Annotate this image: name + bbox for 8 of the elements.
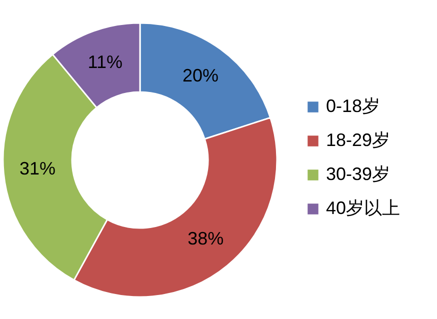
data-label: 20% [182,66,219,86]
legend-label: 0-18岁 [326,96,380,116]
data-label: 11% [88,52,122,72]
legend-label: 18-29岁 [326,130,390,150]
data-label: 38% [188,228,224,248]
legend-label: 40岁以上 [326,198,400,218]
legend-label: 30-39岁 [326,164,390,184]
data-label: 31% [19,158,56,179]
